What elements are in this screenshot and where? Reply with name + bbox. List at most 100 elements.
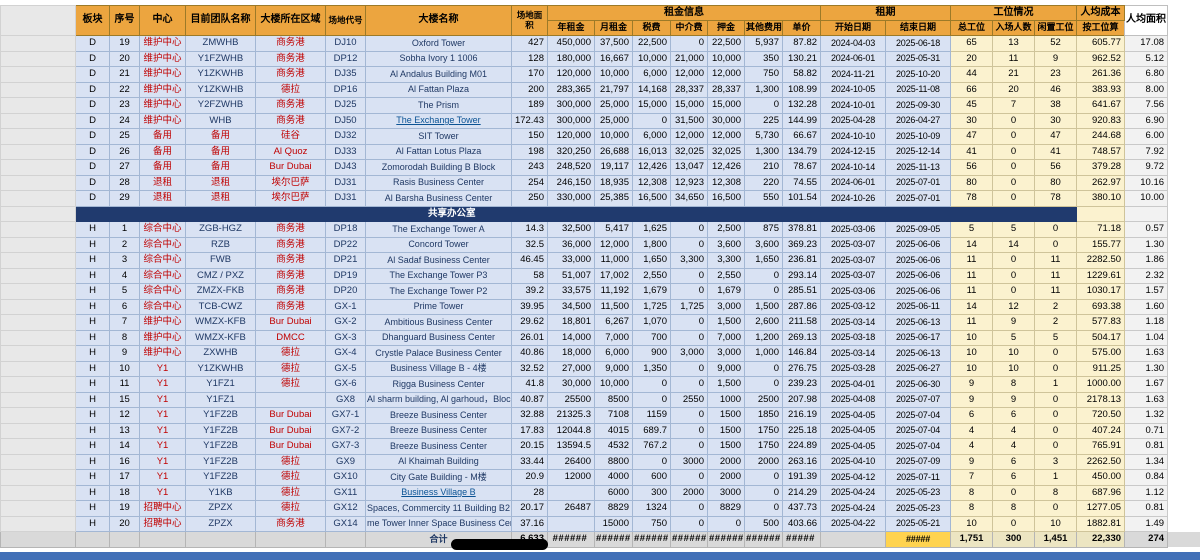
cell-agency[interactable]: 31,500 [671, 113, 708, 129]
cell-per-seat[interactable]: 577.83 [1077, 315, 1125, 331]
cell-entered[interactable]: 0 [993, 191, 1035, 207]
cell-block[interactable]: H [76, 501, 110, 517]
cell-no[interactable]: 19 [110, 36, 140, 52]
cell-monthly[interactable]: 6,000 [595, 346, 633, 362]
cell-other[interactable]: 1,650 [745, 253, 783, 269]
cell-building[interactable]: me Tower Inner Space Business Cen [366, 516, 512, 532]
cell-end[interactable]: 2025-06-30 [886, 377, 951, 393]
cell-seats[interactable]: 11 [951, 268, 993, 284]
cell-seats[interactable]: 47 [951, 129, 993, 145]
cell-idle[interactable]: 56 [1035, 160, 1077, 176]
cell-agency[interactable]: 3,300 [671, 253, 708, 269]
cell-other[interactable]: 1750 [745, 423, 783, 439]
cell-size[interactable]: 32.52 [512, 361, 548, 377]
cell-other[interactable]: 0 [745, 268, 783, 284]
cell-center[interactable]: 招聘中心 [140, 516, 186, 532]
cell-agency[interactable]: 0 [671, 408, 708, 424]
cell-entered[interactable]: 8 [993, 377, 1035, 393]
cell-size[interactable]: 170 [512, 67, 548, 83]
cell-end[interactable]: 2025-07-04 [886, 423, 951, 439]
cell-per-area[interactable]: 6.00 [1125, 129, 1168, 145]
cell-building[interactable]: Business Village B - 4楼 [366, 361, 512, 377]
cell-per-seat[interactable]: 1277.05 [1077, 501, 1125, 517]
cell-seats[interactable]: 20 [951, 51, 993, 67]
building-link[interactable]: Business Village B [401, 487, 475, 497]
cell-agency[interactable]: 12,000 [671, 67, 708, 83]
cell-no[interactable]: 13 [110, 423, 140, 439]
cell-code[interactable]: GX8 [326, 392, 366, 408]
cell-no[interactable]: 9 [110, 346, 140, 362]
cell-other[interactable]: 210 [745, 160, 783, 176]
cell-idle[interactable]: 9 [1035, 51, 1077, 67]
cell-deposit[interactable]: 2,550 [708, 268, 745, 284]
cell-other[interactable]: 0 [745, 470, 783, 486]
cell-size[interactable]: 40.86 [512, 346, 548, 362]
cell-entered[interactable]: 6 [993, 408, 1035, 424]
cell-idle[interactable]: 0 [1035, 423, 1077, 439]
cell-end[interactable]: 2025-05-21 [886, 516, 951, 532]
cell-team[interactable]: Y1ZKWHB [186, 82, 256, 98]
cell-seats[interactable]: 10 [951, 516, 993, 532]
cell-building[interactable]: Sobha Ivory 1 1006 [366, 51, 512, 67]
cell-unit[interactable]: 224.89 [783, 439, 821, 455]
cell-no[interactable]: 5 [110, 284, 140, 300]
cell-monthly[interactable]: 8829 [595, 501, 633, 517]
cell-size[interactable]: 427 [512, 36, 548, 52]
cell-code[interactable]: GX7-2 [326, 423, 366, 439]
cell-tax[interactable]: 1324 [633, 501, 671, 517]
cell-monthly[interactable]: 10,000 [595, 67, 633, 83]
cell-unit[interactable]: 58.82 [783, 67, 821, 83]
cell-center[interactable]: Y1 [140, 361, 186, 377]
cell-team[interactable]: 备用 [186, 160, 256, 176]
cell-annual[interactable]: 248,520 [548, 160, 595, 176]
cell-size[interactable]: 41.8 [512, 377, 548, 393]
cell-block[interactable]: H [76, 237, 110, 253]
cell-idle[interactable]: 23 [1035, 67, 1077, 83]
section-header-shared-office[interactable]: 共享办公室 [76, 206, 1077, 222]
cell-per-area[interactable]: 9.72 [1125, 160, 1168, 176]
cell-entered[interactable]: 7 [993, 98, 1035, 114]
cell-unit[interactable]: 132.28 [783, 98, 821, 114]
cell-start[interactable]: 2024-12-15 [821, 144, 886, 160]
cell-deposit[interactable]: 3,000 [708, 346, 745, 362]
cell-center[interactable]: Y1 [140, 470, 186, 486]
cell-center[interactable]: 综合中心 [140, 222, 186, 238]
cell-area[interactable] [256, 532, 326, 548]
cell-annual[interactable]: 34,500 [548, 299, 595, 315]
cell-entered[interactable]: 0 [993, 144, 1035, 160]
cell-team[interactable]: Y1FZ2B [186, 439, 256, 455]
cell-no[interactable]: 17 [110, 470, 140, 486]
cell-team[interactable]: Y1FZ1 [186, 377, 256, 393]
cell-entered[interactable]: 8 [993, 501, 1035, 517]
cell-size[interactable]: 29.62 [512, 315, 548, 331]
cell-seats[interactable]: 56 [951, 160, 993, 176]
cell-team[interactable]: 退租 [186, 175, 256, 191]
cell-start[interactable]: 2025-03-07 [821, 268, 886, 284]
cell-area[interactable]: 商务港 [256, 222, 326, 238]
cell-center[interactable]: Y1 [140, 439, 186, 455]
building-link[interactable]: The Exchange Tower [396, 115, 480, 125]
cell-no[interactable]: 11 [110, 377, 140, 393]
cell-start[interactable]: 2025-04-12 [821, 470, 886, 486]
cell-no[interactable]: 18 [110, 485, 140, 501]
cell-seats[interactable]: 1,751 [951, 532, 993, 548]
cell-idle[interactable]: 0 [1035, 439, 1077, 455]
cell-agency[interactable]: 0 [671, 237, 708, 253]
cell-agency[interactable]: 0 [671, 36, 708, 52]
cell-annual[interactable]: 120,000 [548, 129, 595, 145]
cell-annual[interactable]: 30,000 [548, 377, 595, 393]
cell-area[interactable]: Bur Dubai [256, 315, 326, 331]
cell-start[interactable]: 2025-03-28 [821, 361, 886, 377]
cell-block[interactable]: D [76, 67, 110, 83]
cell-seats[interactable]: 41 [951, 144, 993, 160]
cell-per-area[interactable]: 1.60 [1125, 299, 1168, 315]
cell-end[interactable]: 2025-07-01 [886, 191, 951, 207]
cell-team[interactable]: WMZX-KFB [186, 330, 256, 346]
cell-block[interactable]: D [76, 175, 110, 191]
cell-center[interactable]: Y1 [140, 377, 186, 393]
cell-annual[interactable]: 12000 [548, 470, 595, 486]
cell-unit[interactable]: 269.13 [783, 330, 821, 346]
cell-code[interactable]: DJ31 [326, 175, 366, 191]
cell-size[interactable]: 28 [512, 485, 548, 501]
cell-code[interactable]: GX9 [326, 454, 366, 470]
